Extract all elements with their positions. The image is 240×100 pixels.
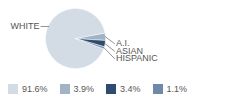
svg-text:ASIAN: ASIAN [116, 46, 143, 56]
html-text:3.4%: 3.4% [120, 84, 141, 94]
svg-text:A.I.: A.I. [116, 38, 130, 49]
html-text:3.9%: 3.9% [73, 84, 94, 94]
html-text:91.6%: 91.6% [22, 84, 48, 94]
svg-text:HISPANIC: HISPANIC [116, 53, 158, 63]
svg-text:WHITE: WHITE [11, 21, 40, 31]
html-text:1.1%: 1.1% [166, 84, 188, 94]
